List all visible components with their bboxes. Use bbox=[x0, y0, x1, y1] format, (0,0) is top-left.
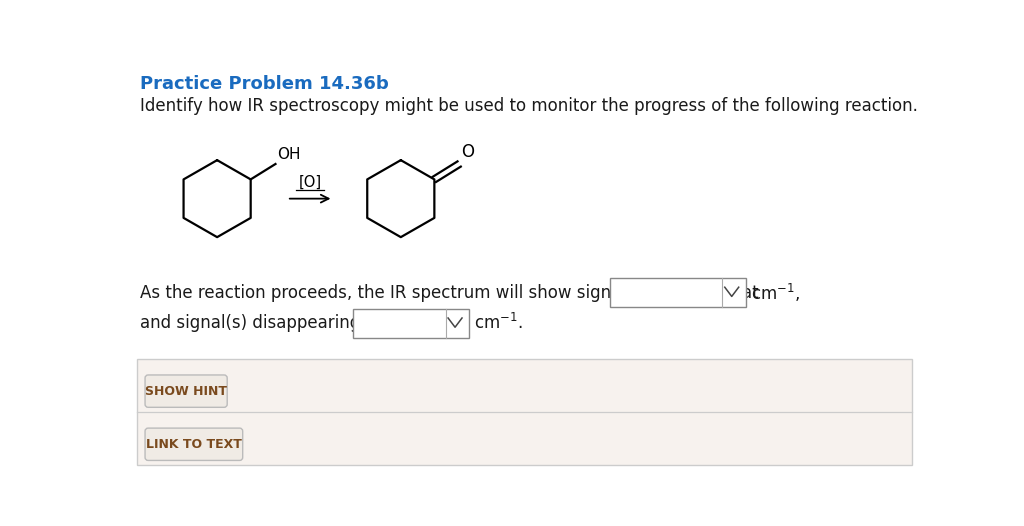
FancyBboxPatch shape bbox=[145, 428, 243, 460]
Text: Identify how IR spectroscopy might be used to monitor the progress of the follow: Identify how IR spectroscopy might be us… bbox=[139, 97, 918, 115]
Text: SHOW HINT: SHOW HINT bbox=[145, 385, 227, 398]
Text: Practice Problem 14.36b: Practice Problem 14.36b bbox=[139, 75, 388, 94]
FancyArrowPatch shape bbox=[290, 195, 329, 203]
Text: and signal(s) disappearing at: and signal(s) disappearing at bbox=[139, 315, 382, 332]
Text: LINK TO TEXT: LINK TO TEXT bbox=[146, 438, 242, 451]
Text: cm$^{-1}$.: cm$^{-1}$. bbox=[474, 313, 523, 333]
Text: [O]: [O] bbox=[299, 175, 322, 189]
FancyBboxPatch shape bbox=[145, 375, 227, 407]
FancyBboxPatch shape bbox=[610, 278, 745, 307]
Text: cm$^{-1}$,: cm$^{-1}$, bbox=[751, 281, 800, 304]
FancyBboxPatch shape bbox=[137, 359, 912, 465]
Text: O: O bbox=[462, 143, 474, 161]
Text: OH: OH bbox=[278, 147, 300, 161]
FancyBboxPatch shape bbox=[352, 309, 469, 338]
Text: As the reaction proceeds, the IR spectrum will show signal(s) appearing at: As the reaction proceeds, the IR spectru… bbox=[139, 284, 758, 301]
